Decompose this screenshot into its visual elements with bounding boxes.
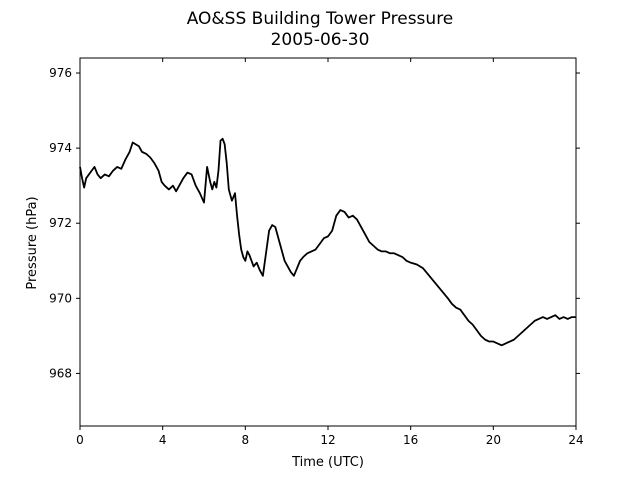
- y-tick-label: 972: [49, 216, 72, 230]
- x-tick-label: 8: [242, 433, 250, 447]
- y-tick-label: 968: [49, 366, 72, 380]
- x-axis-label: Time (UTC): [291, 455, 364, 470]
- x-tick-label: 12: [320, 433, 335, 447]
- chart-title: AO&SS Building Tower Pressure: [187, 9, 454, 29]
- y-axis-label: Pressure (hPa): [25, 196, 40, 289]
- x-tick-label: 0: [76, 433, 84, 447]
- x-tick-label: 4: [159, 433, 167, 447]
- chart-subtitle: 2005-06-30: [271, 30, 370, 50]
- y-tick-label: 974: [49, 141, 72, 155]
- x-tick-label: 24: [568, 433, 583, 447]
- axis-ticks: 0 4 8 12 16 20 24 968 970 972 974 976: [49, 58, 584, 447]
- y-tick-label: 970: [49, 291, 72, 305]
- x-tick-label: 20: [486, 433, 501, 447]
- plot-frame: [79, 57, 577, 427]
- y-tick-label: 976: [49, 66, 72, 80]
- x-tick-label: 16: [403, 433, 418, 447]
- series-line-pressure: [79, 137, 576, 347]
